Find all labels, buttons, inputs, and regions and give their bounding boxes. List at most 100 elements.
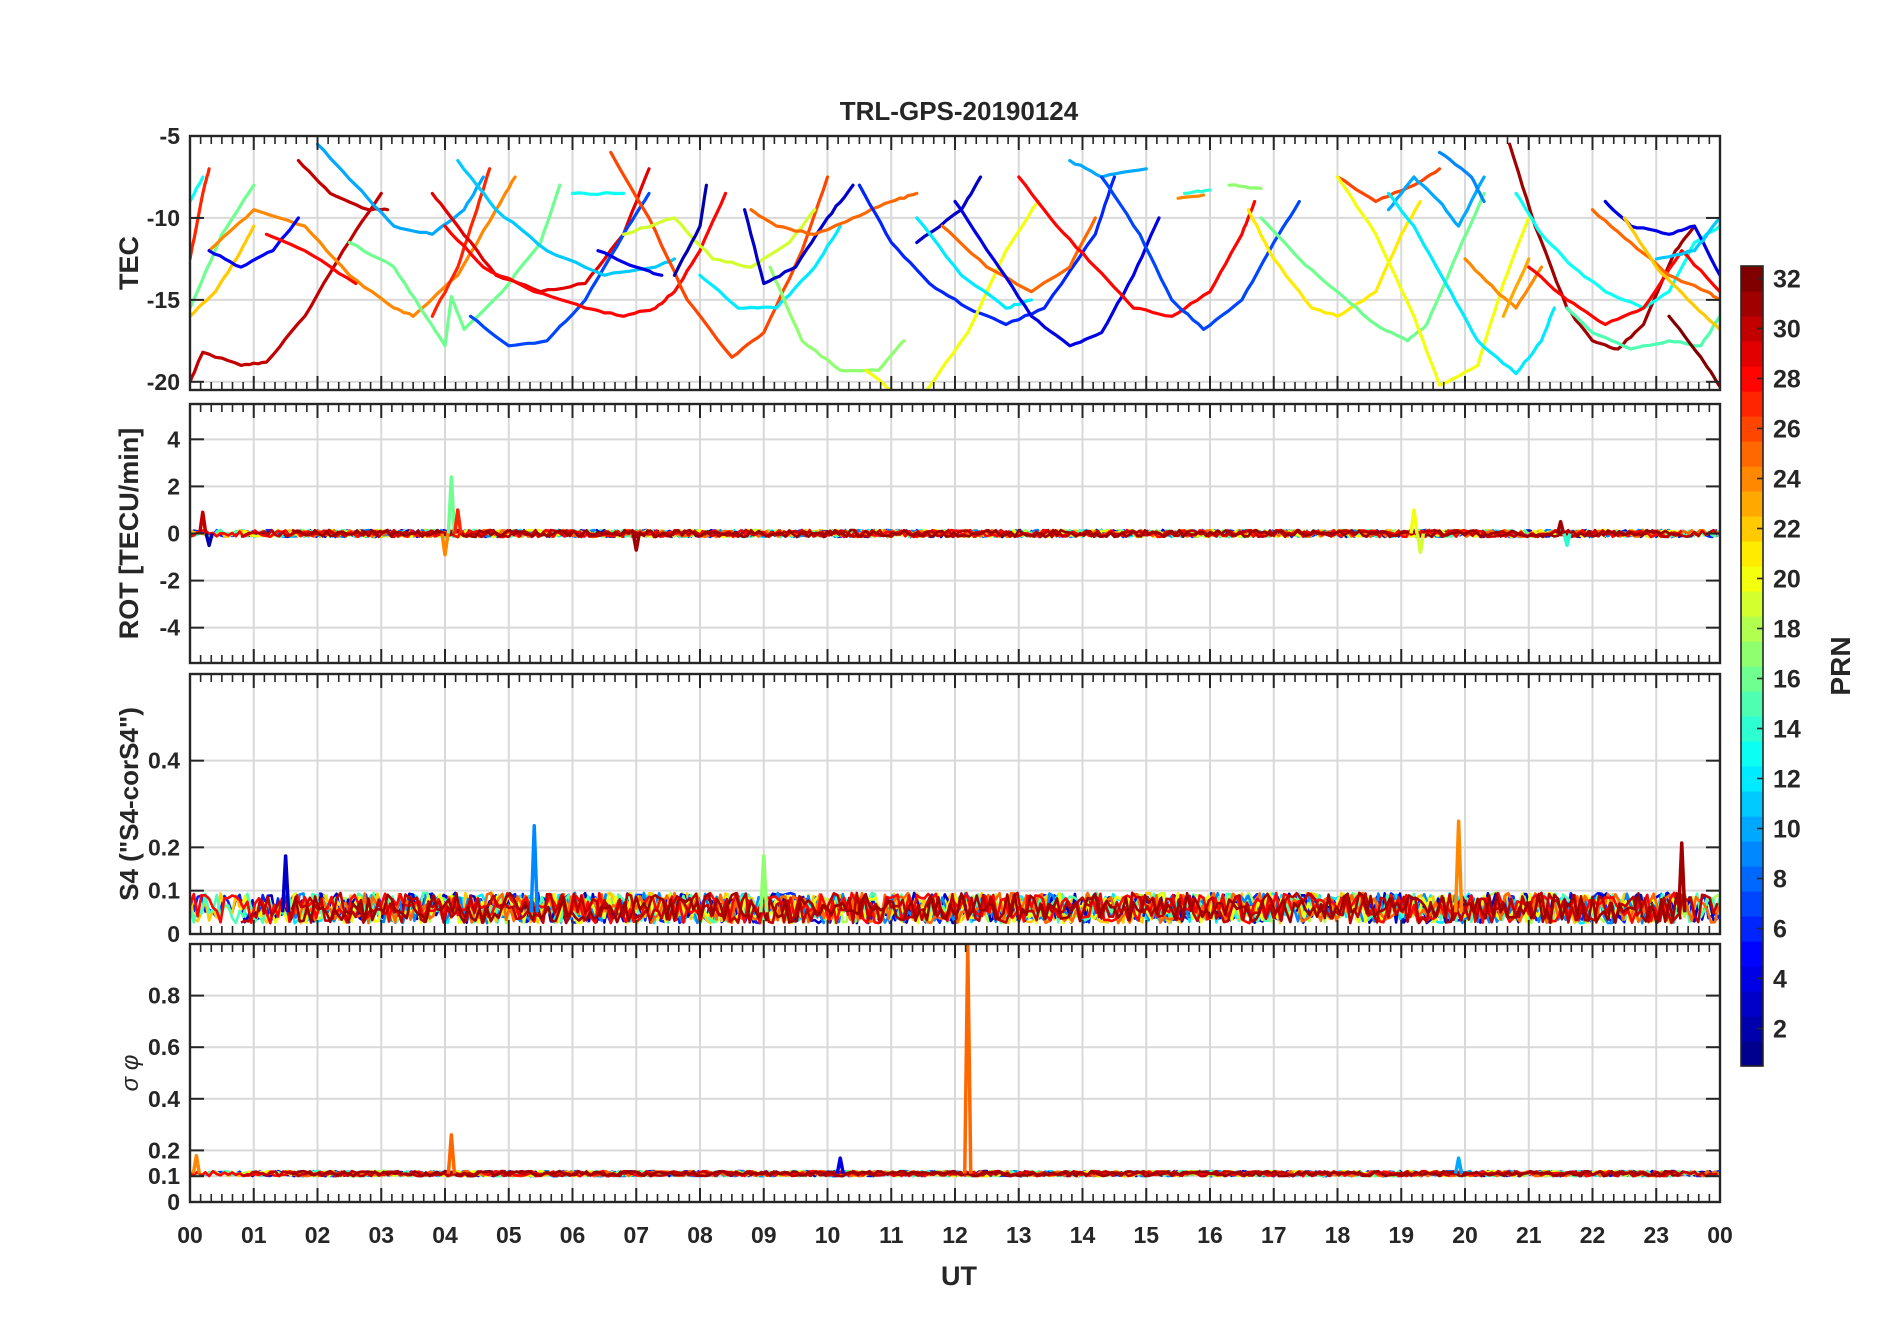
s4-spike-prn-31 <box>1677 841 1687 913</box>
colorbar-swatch <box>1741 391 1763 417</box>
colorbar-swatch <box>1741 816 1763 842</box>
tec-series-prn-32 <box>1667 314 1720 389</box>
tec-series-prn-21 <box>1246 199 1423 318</box>
colorbar-swatch <box>1741 591 1763 617</box>
y-tick-label: -10 <box>147 205 180 231</box>
panel-tec: -20 -15 -10 -5 TEC <box>114 123 1722 395</box>
colorbar-swatch <box>1741 941 1763 967</box>
colorbar-swatch <box>1741 666 1763 692</box>
colorbar-tick-label: 24 <box>1773 466 1801 494</box>
tec-series-prn-16 <box>1259 191 1486 343</box>
x-tick-label: 13 <box>1006 1222 1032 1248</box>
colorbar-swatch <box>1741 491 1763 517</box>
tec-series-prn-27 <box>190 167 211 261</box>
ticks: 0 0.1 0.2 0.4 <box>148 674 1721 947</box>
colorbar-tick-label: 26 <box>1773 416 1801 444</box>
colorbar-tick-label: 6 <box>1773 916 1787 944</box>
y-tick-label: -4 <box>160 615 181 641</box>
colorbar-swatch <box>1741 541 1763 567</box>
tec-series-prn-25 <box>1590 208 1720 302</box>
x-tick-label: 08 <box>687 1222 713 1248</box>
y-tick-label: 0.4 <box>148 748 180 774</box>
rot-y-axis-label: ROT [TECU/min] <box>114 428 144 639</box>
s4-spike-prn-24 <box>1453 819 1464 913</box>
tec-series-prn-26 <box>1335 167 1442 204</box>
colorbar-swatch <box>1741 516 1763 542</box>
rot-spike-prn-16 <box>446 475 457 534</box>
rot-spike-prn-14 <box>1562 533 1572 548</box>
x-tick-label: 03 <box>368 1222 394 1248</box>
tec-series-prn-25 <box>749 191 919 236</box>
s4-spike-prn-17 <box>759 854 769 913</box>
colorbar-swatch <box>1741 1016 1763 1042</box>
sigma_phi-spike-prn-10 <box>1453 1156 1464 1174</box>
colorbar-frame <box>1740 265 1764 1067</box>
tec-series-prn-24 <box>207 175 517 318</box>
y-tick-label: 0.6 <box>148 1034 180 1060</box>
colorbar-swatch <box>1741 866 1763 892</box>
tec-series-prn-19 <box>621 208 817 269</box>
sigma_phi-spike-prn-4 <box>835 1156 845 1174</box>
y-tick-label: 0 <box>167 921 180 947</box>
tec-series-prn-28 <box>1017 175 1257 318</box>
plot-frame <box>188 942 1722 1204</box>
tec-series-prn-17 <box>768 265 906 373</box>
s4-y-axis-label: S4 ("S4-corS4") <box>114 707 144 901</box>
y-tick-label: 2 <box>167 473 180 499</box>
tec-series-prn-12 <box>1386 191 1556 376</box>
colorbar-swatch <box>1741 991 1763 1017</box>
colorbar-tick-label: 4 <box>1773 966 1787 994</box>
rot-spike-prn-27 <box>453 508 463 534</box>
s4-series-prn-31 <box>290 891 1682 925</box>
tec-series-prn-24 <box>1176 193 1206 200</box>
y-tick-label: 4 <box>167 426 180 452</box>
rot-spike-prn-19 <box>1415 533 1426 555</box>
x-tick-label: 00 <box>1707 1222 1733 1248</box>
colorbar-swatch <box>1741 791 1763 817</box>
colorbar-swatch <box>1741 341 1763 367</box>
colorbar-swatch <box>1741 266 1763 292</box>
series-group <box>190 475 1720 557</box>
y-tick-label: 0.2 <box>148 834 180 860</box>
ticks: 00.10.2 0.4 0.6 0.8 <box>148 944 1721 1215</box>
tec-series-prn-23 <box>1501 257 1531 318</box>
x-tick-label: 09 <box>751 1222 777 1248</box>
y-tick-label: 0 <box>167 1189 180 1215</box>
sigma_phi-spike-prn-25 <box>963 944 973 1174</box>
rot-spike-prn-24 <box>440 533 450 557</box>
tec-series-prn-5 <box>207 216 300 269</box>
x-tick-label: 14 <box>1070 1222 1096 1248</box>
plot-frame <box>188 134 1722 392</box>
colorbar-swatch <box>1741 691 1763 717</box>
tec-series-prn-6 <box>857 175 1117 327</box>
colorbar-tick-label: 2 <box>1773 1016 1787 1044</box>
colorbar-swatch <box>1741 916 1763 942</box>
rot-spike-prn-2 <box>204 533 214 548</box>
x-tick-label: 16 <box>1197 1222 1223 1248</box>
colorbar-swatch <box>1741 316 1763 342</box>
colorbar-swatch <box>1741 641 1763 667</box>
colorbar-swatch <box>1741 741 1763 767</box>
colorbar-swatch <box>1741 891 1763 917</box>
rot-series-prn-31 <box>291 528 1682 539</box>
rot-spike-prn-31 <box>631 533 641 552</box>
tec-series-prn-22 <box>190 224 256 318</box>
rot-spike-prn-20 <box>1409 508 1419 534</box>
tec-series-prn-10 <box>315 142 485 236</box>
colorbar-swatch <box>1741 1041 1763 1067</box>
panel-rot: -4 -2 0 2 4 ROT [TECU/min] <box>114 402 1722 665</box>
ticks: -4 -2 0 2 4 <box>160 404 1721 663</box>
y-tick-label: 0 <box>167 521 180 547</box>
tec-series-prn-12 <box>698 224 842 310</box>
x-tick-label: 17 <box>1261 1222 1287 1248</box>
tec-series-prn-24 <box>1463 257 1544 310</box>
colorbar-swatch <box>1741 416 1763 442</box>
x-tick-label: 00 <box>177 1222 203 1248</box>
tec-series-prn-20 <box>864 199 1040 390</box>
s4-series-prn-28 <box>190 891 1683 925</box>
tec-series-prn-14 <box>1182 188 1212 195</box>
tec-series-prn-9 <box>1437 150 1486 204</box>
colorbar-tick-label: 18 <box>1773 616 1801 644</box>
x-tick-label: 10 <box>815 1222 841 1248</box>
tec-series-prn-15 <box>1565 306 1720 351</box>
